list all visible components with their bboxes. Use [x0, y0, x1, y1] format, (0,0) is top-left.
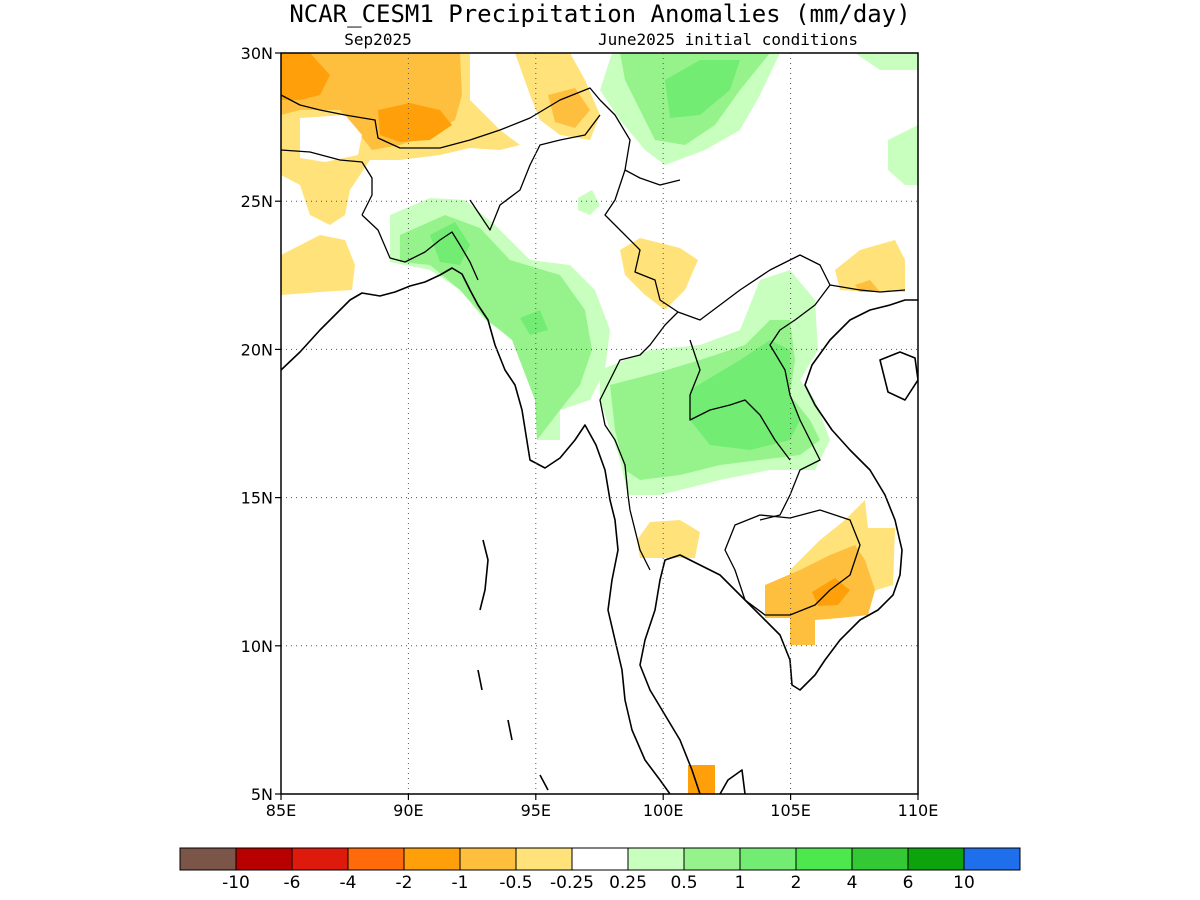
anomaly-region-nepal-darkorange: [281, 53, 330, 100]
x-tick-label: 90E: [393, 801, 423, 820]
colorbar-label: 4: [847, 873, 858, 893]
colorbar-label: -0.25: [550, 873, 594, 893]
anomaly-fill-layer: [281, 53, 918, 794]
border-vietnam-china: [829, 284, 906, 293]
y-tick-label: 5N: [251, 785, 273, 804]
anomaly-region-nepal-white: [300, 115, 362, 162]
coastline-hainan: [879, 351, 918, 401]
colorbar-swatch: [347, 847, 405, 871]
border-laos: [677, 254, 831, 521]
map-frame: [280, 52, 919, 795]
colorbar-swatch: [515, 847, 573, 871]
colorbar-label: 1: [735, 873, 746, 893]
y-tick-label: 30N: [241, 44, 273, 63]
anomaly-region-china-dark: [665, 60, 740, 118]
anomaly-region-yunnan-yellow: [620, 238, 698, 310]
colorbar-label: -10: [222, 873, 250, 893]
anomaly-region-bihar-yellow: [281, 235, 355, 295]
anomaly-region-gulf-yellow: [637, 520, 700, 558]
border-nepal-south: [281, 87, 601, 149]
colorbar-swatch: [459, 847, 517, 871]
colorbar-swatch: [963, 847, 1021, 871]
grid-lines: [281, 53, 918, 794]
coastline-thailand-gulf: [639, 299, 918, 794]
anomaly-region-arakan-dark: [430, 222, 470, 265]
valid-month-label: Sep2025: [344, 30, 411, 49]
colorbar-label: 0.5: [670, 873, 697, 893]
x-tick-label: 85E: [266, 801, 296, 820]
border-myanmar-india: [469, 114, 601, 231]
colorbar-label: -2: [396, 873, 413, 893]
colorbar-swatch: [683, 847, 741, 871]
colorbar-swatch: [179, 847, 237, 871]
coastline-india-bangladesh: [281, 267, 671, 794]
colorbar-label: 2: [791, 873, 802, 893]
anomaly-region-malaya-darkorange: [688, 765, 715, 794]
x-tick-label: 105E: [770, 801, 811, 820]
anomaly-region-tonkin-yellow: [835, 240, 905, 292]
coastline-layer: [281, 267, 918, 794]
colorbar-label: 6: [903, 873, 914, 893]
colorbar-swatch: [795, 847, 853, 871]
anomaly-region-small-light: [578, 190, 600, 215]
colorbar-label: -4: [340, 873, 357, 893]
colorbar-swatch: [403, 847, 461, 871]
anomaly-region-myanmar-north-orange: [548, 88, 590, 128]
colorbar-swatch: [291, 847, 349, 871]
anomaly-region-bhutan-darkorange: [378, 103, 452, 142]
colorbar-label: -0.5: [499, 873, 532, 893]
anomaly-region-small-white: [490, 75, 520, 105]
border-myanmar-china: [599, 99, 679, 313]
colorbar-swatch: [235, 847, 293, 871]
colorbar-swatch: [571, 847, 629, 871]
colorbar-label: 0.25: [609, 873, 647, 893]
anomaly-region-tonkin-orange: [855, 280, 880, 292]
colorbar-label: -6: [284, 873, 301, 893]
border-myanmar-thailand: [599, 311, 679, 571]
colorbar-label: -1: [452, 873, 469, 893]
coastline-myanmar-islands: [477, 539, 513, 741]
colorbar-swatch: [851, 847, 909, 871]
border-nepal-north: [281, 149, 373, 216]
country-border-layer: [281, 87, 906, 616]
anomaly-region-east-edge-light: [888, 125, 918, 185]
axis-ticks: 85E 90E 95E 100E 105E 110E 30N 25N 20N 15N 10N 5N: [241, 44, 939, 820]
figure-title: NCAR_CESM1 Precipitation Anomalies (mm/d…: [289, 0, 910, 28]
border-thailand-laos: [689, 339, 791, 461]
anomaly-region-ne-corner-light: [855, 53, 918, 70]
colorbar-swatch: [627, 847, 685, 871]
coastline-malaya-east: [719, 769, 746, 794]
colorbar-swatch: [739, 847, 797, 871]
border-cambodia: [724, 509, 861, 616]
anomaly-region-laos-dark: [690, 340, 800, 450]
y-tick-label: 15N: [241, 489, 273, 508]
y-tick-label: 10N: [241, 637, 273, 656]
coastline-nicobar: [539, 774, 549, 791]
x-tick-label: 110E: [898, 801, 939, 820]
map-panel: 85E 90E 95E 100E 105E 110E 30N 25N 20N 15N 10N 5N: [241, 44, 939, 820]
border-china-north: [624, 169, 681, 186]
initial-conditions-label: June2025 initial conditions: [598, 30, 858, 49]
border-bangladesh: [361, 214, 479, 281]
x-tick-label: 95E: [521, 801, 551, 820]
x-tick-label: 100E: [643, 801, 684, 820]
y-tick-label: 20N: [241, 340, 273, 359]
y-tick-label: 25N: [241, 192, 273, 211]
colorbar-legend: -10 -6 -4 -2 -1 -0.5 -0.25 0.25 0.5 1 2 4 6 10: [179, 847, 1021, 893]
anomaly-region-arakan-dark2: [520, 310, 548, 335]
colorbar-label: 10: [953, 873, 975, 893]
colorbar-swatch: [907, 847, 965, 871]
